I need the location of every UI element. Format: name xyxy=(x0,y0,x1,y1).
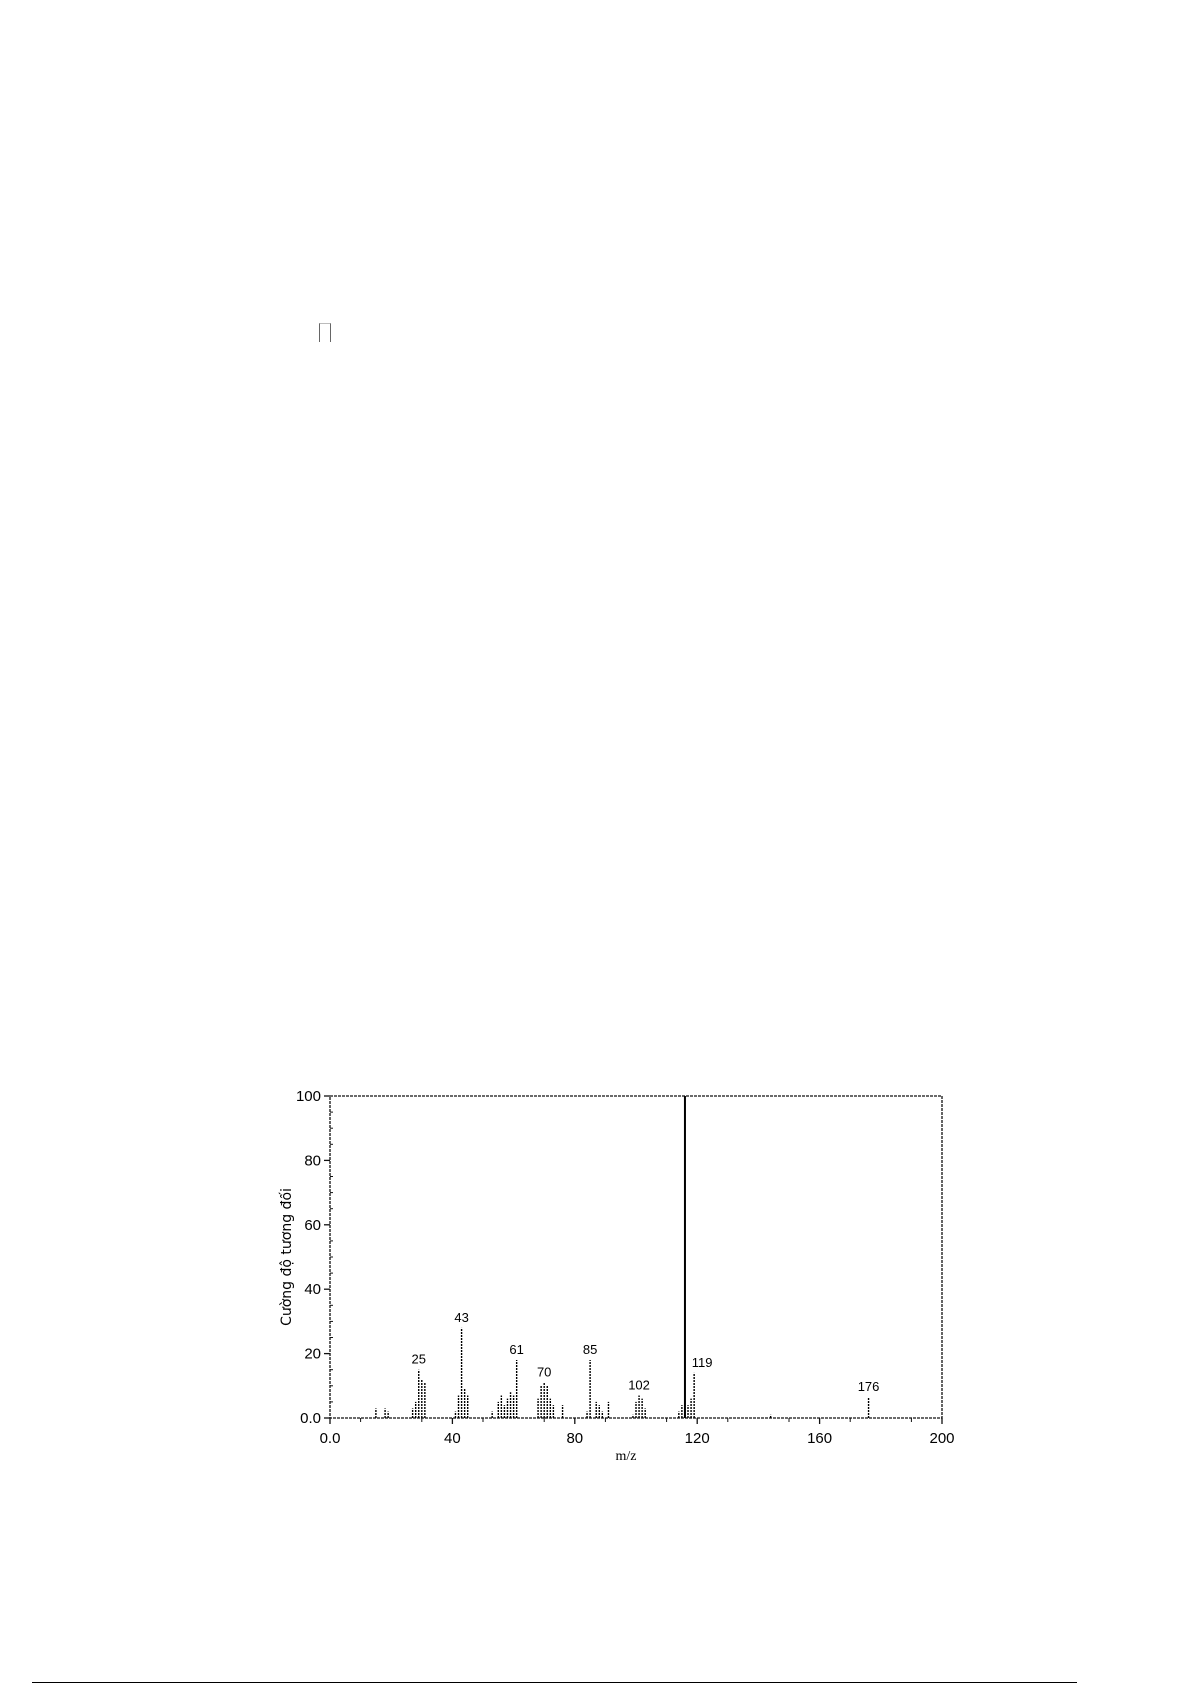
peak-label: 61 xyxy=(509,1342,523,1357)
peak-label: 102 xyxy=(628,1377,650,1392)
y-tick-label: 60 xyxy=(304,1217,321,1234)
peak-label: 176 xyxy=(858,1379,880,1394)
x-tick-label: 40 xyxy=(444,1430,461,1447)
footer-divider xyxy=(32,1682,1077,1683)
x-tick-label: 80 xyxy=(566,1430,583,1447)
x-axis-label: m/z xyxy=(616,1449,637,1464)
y-tick-label: 40 xyxy=(304,1281,321,1298)
peak-label: 70 xyxy=(537,1365,551,1380)
peak-label: 119 xyxy=(692,1355,713,1370)
x-tick-label: 0.0 xyxy=(320,1430,341,1447)
x-axis-ticks: 0.0 40 80 120 160 200 xyxy=(320,1418,955,1447)
peak-label: 85 xyxy=(583,1342,597,1357)
peak-label: 25 xyxy=(412,1352,426,1367)
peak-labels: 25 43 61 70 85 102 119 176 xyxy=(412,1310,880,1394)
x-tick-label: 200 xyxy=(929,1430,954,1447)
y-axis-ticks: 0.0 20 40 60 80 100 xyxy=(296,1088,333,1427)
peaks xyxy=(375,1096,870,1418)
x-tick-label: 160 xyxy=(807,1430,832,1447)
y-tick-label: 100 xyxy=(296,1088,321,1105)
missing-character-box xyxy=(319,323,331,342)
y-tick-label: 80 xyxy=(304,1152,321,1169)
y-tick-label: 20 xyxy=(304,1346,321,1363)
y-axis-label: Cường độ tương đối xyxy=(278,1188,295,1326)
plot-frame xyxy=(329,1095,943,1419)
x-tick-label: 120 xyxy=(685,1430,710,1447)
peak-label: 43 xyxy=(454,1310,468,1325)
y-tick-label: 0.0 xyxy=(300,1410,321,1427)
